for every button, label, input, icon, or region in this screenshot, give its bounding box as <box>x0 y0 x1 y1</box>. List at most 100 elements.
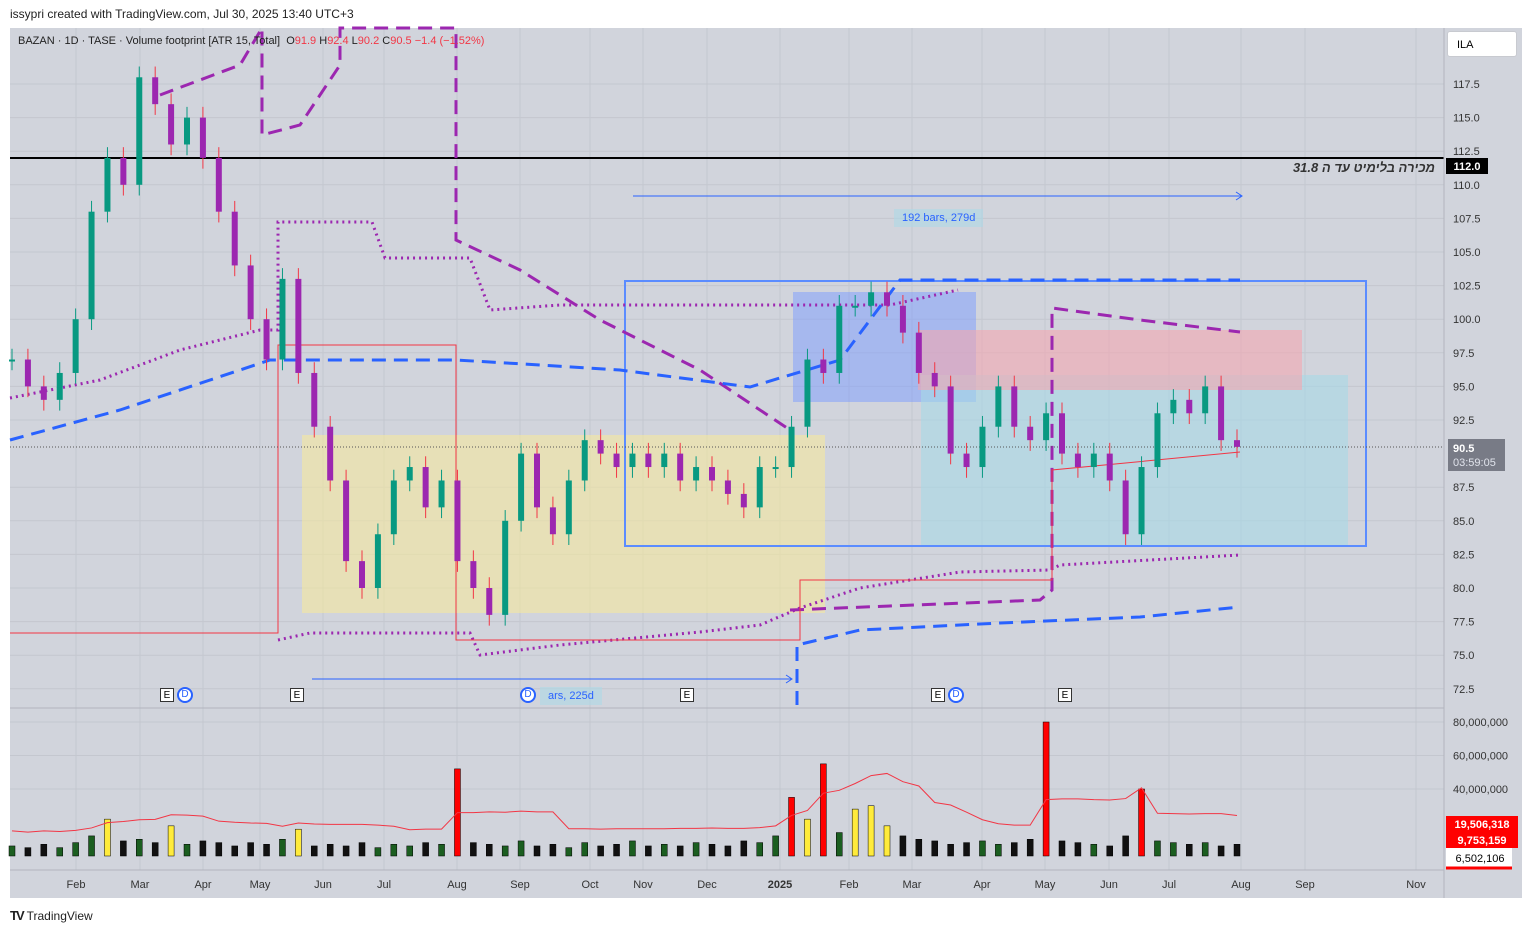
candle <box>104 157 111 212</box>
time-tick: Mar <box>903 879 922 891</box>
candle <box>438 480 445 508</box>
price-tick: 115.0 <box>1453 113 1480 125</box>
volume-bar <box>676 845 684 857</box>
time-tick: Feb <box>840 879 859 891</box>
time-tick: Sep <box>510 879 530 891</box>
candle <box>152 77 159 105</box>
volume-bar <box>1106 845 1113 857</box>
candle <box>1154 413 1161 468</box>
earnings-marker[interactable]: E <box>680 688 694 702</box>
text-annotation: מכירה בלימיט עד ה 31.8 <box>1292 160 1435 175</box>
candle <box>406 467 413 481</box>
volume-bar <box>8 845 16 857</box>
volume-bar <box>120 840 127 857</box>
volume-bar <box>804 818 811 857</box>
candle <box>724 480 731 494</box>
candle <box>549 507 556 535</box>
volume-bar <box>788 797 795 857</box>
symbol-info: BAZAN · 1D · TASE · Volume footprint [AT… <box>18 35 281 47</box>
price-tick: 110.0 <box>1453 180 1480 192</box>
price-tick: 112.5 <box>1453 146 1480 158</box>
price-tick: 80.0 <box>1453 583 1474 595</box>
dividend-marker[interactable]: D <box>177 687 193 703</box>
candle <box>24 359 31 387</box>
candle <box>963 453 970 468</box>
volume-bar <box>613 844 620 857</box>
price-tick: 77.5 <box>1453 617 1474 629</box>
dividend-marker[interactable]: D <box>520 687 536 703</box>
candle <box>215 157 222 212</box>
candle <box>788 426 795 468</box>
price-tick: 100.0 <box>1453 314 1481 326</box>
time-tick: Jun <box>314 879 332 891</box>
volume-bar <box>851 808 859 857</box>
candle <box>915 332 922 373</box>
volume-bar <box>24 847 32 857</box>
countdown: 03:59:05 <box>1453 457 1496 469</box>
volume-bar <box>438 844 445 857</box>
time-tick: 2025 <box>768 879 792 891</box>
price-tick: 92.5 <box>1453 415 1474 427</box>
time-tick: Nov <box>1406 879 1426 891</box>
earnings-marker[interactable]: E <box>290 688 304 702</box>
time-tick: May <box>1035 879 1056 891</box>
candle <box>454 480 461 562</box>
price-tick: 87.5 <box>1453 482 1474 494</box>
time-tick: Apr <box>973 879 990 891</box>
candle <box>884 292 890 306</box>
earnings-marker[interactable]: E <box>1058 688 1072 702</box>
candle <box>1138 467 1145 535</box>
volume-bar <box>963 842 970 857</box>
candle <box>772 467 779 470</box>
candle <box>804 359 811 427</box>
volume-bar <box>422 842 429 857</box>
volume-bar <box>947 844 954 857</box>
volume-bar <box>915 839 923 857</box>
line-price-badge <box>1446 158 1488 174</box>
volume-bar <box>326 844 334 857</box>
open-value: 91.9 <box>294 35 317 47</box>
earnings-marker[interactable]: E <box>931 688 945 702</box>
volume-bar <box>708 844 716 857</box>
volume-bars <box>8 721 1241 857</box>
candle <box>327 426 334 481</box>
time-tick: Dec <box>697 879 717 891</box>
volume-bar <box>740 840 748 857</box>
volume-bar <box>820 763 827 857</box>
candle <box>1074 453 1081 468</box>
candle <box>836 305 843 373</box>
volume-bar <box>581 842 588 857</box>
chart-legend: BAZAN · 1D · TASE · Volume footprint [AT… <box>18 35 485 47</box>
currency-selector[interactable]: ILA <box>1447 31 1517 57</box>
lightblue-range-box <box>921 375 1348 547</box>
volume-bar <box>311 845 318 857</box>
volume-ma-line <box>11 772 1238 833</box>
blue-dashed-line <box>9 278 1240 442</box>
red-level-line <box>10 344 1241 641</box>
candle <box>72 319 79 373</box>
earnings-marker[interactable]: E <box>160 688 174 702</box>
time-tick: Mar <box>131 879 150 891</box>
volume-bar <box>342 845 350 857</box>
volume-tick: 60,000,000 <box>1453 751 1508 763</box>
tradingview-logo-icon: TV <box>10 908 25 923</box>
candle <box>709 467 715 481</box>
volume-bar <box>1217 845 1225 857</box>
volume-tick: 40,000,000 <box>1453 784 1508 796</box>
volume-bar <box>215 842 223 857</box>
candle <box>597 440 604 454</box>
volume-bar <box>56 847 63 857</box>
volume-bar <box>199 840 207 857</box>
volume-bar <box>1042 721 1050 857</box>
price-tick: 107.5 <box>1453 213 1481 225</box>
price-tick: 95.0 <box>1453 381 1474 393</box>
volume-bar <box>470 842 477 857</box>
candle <box>629 453 636 468</box>
volume-bar <box>1090 844 1098 857</box>
price-tick: 102.5 <box>1453 281 1481 293</box>
volume-bar <box>661 844 668 857</box>
candle <box>534 453 540 508</box>
candle <box>1202 386 1209 414</box>
dividend-marker[interactable]: D <box>948 687 964 703</box>
